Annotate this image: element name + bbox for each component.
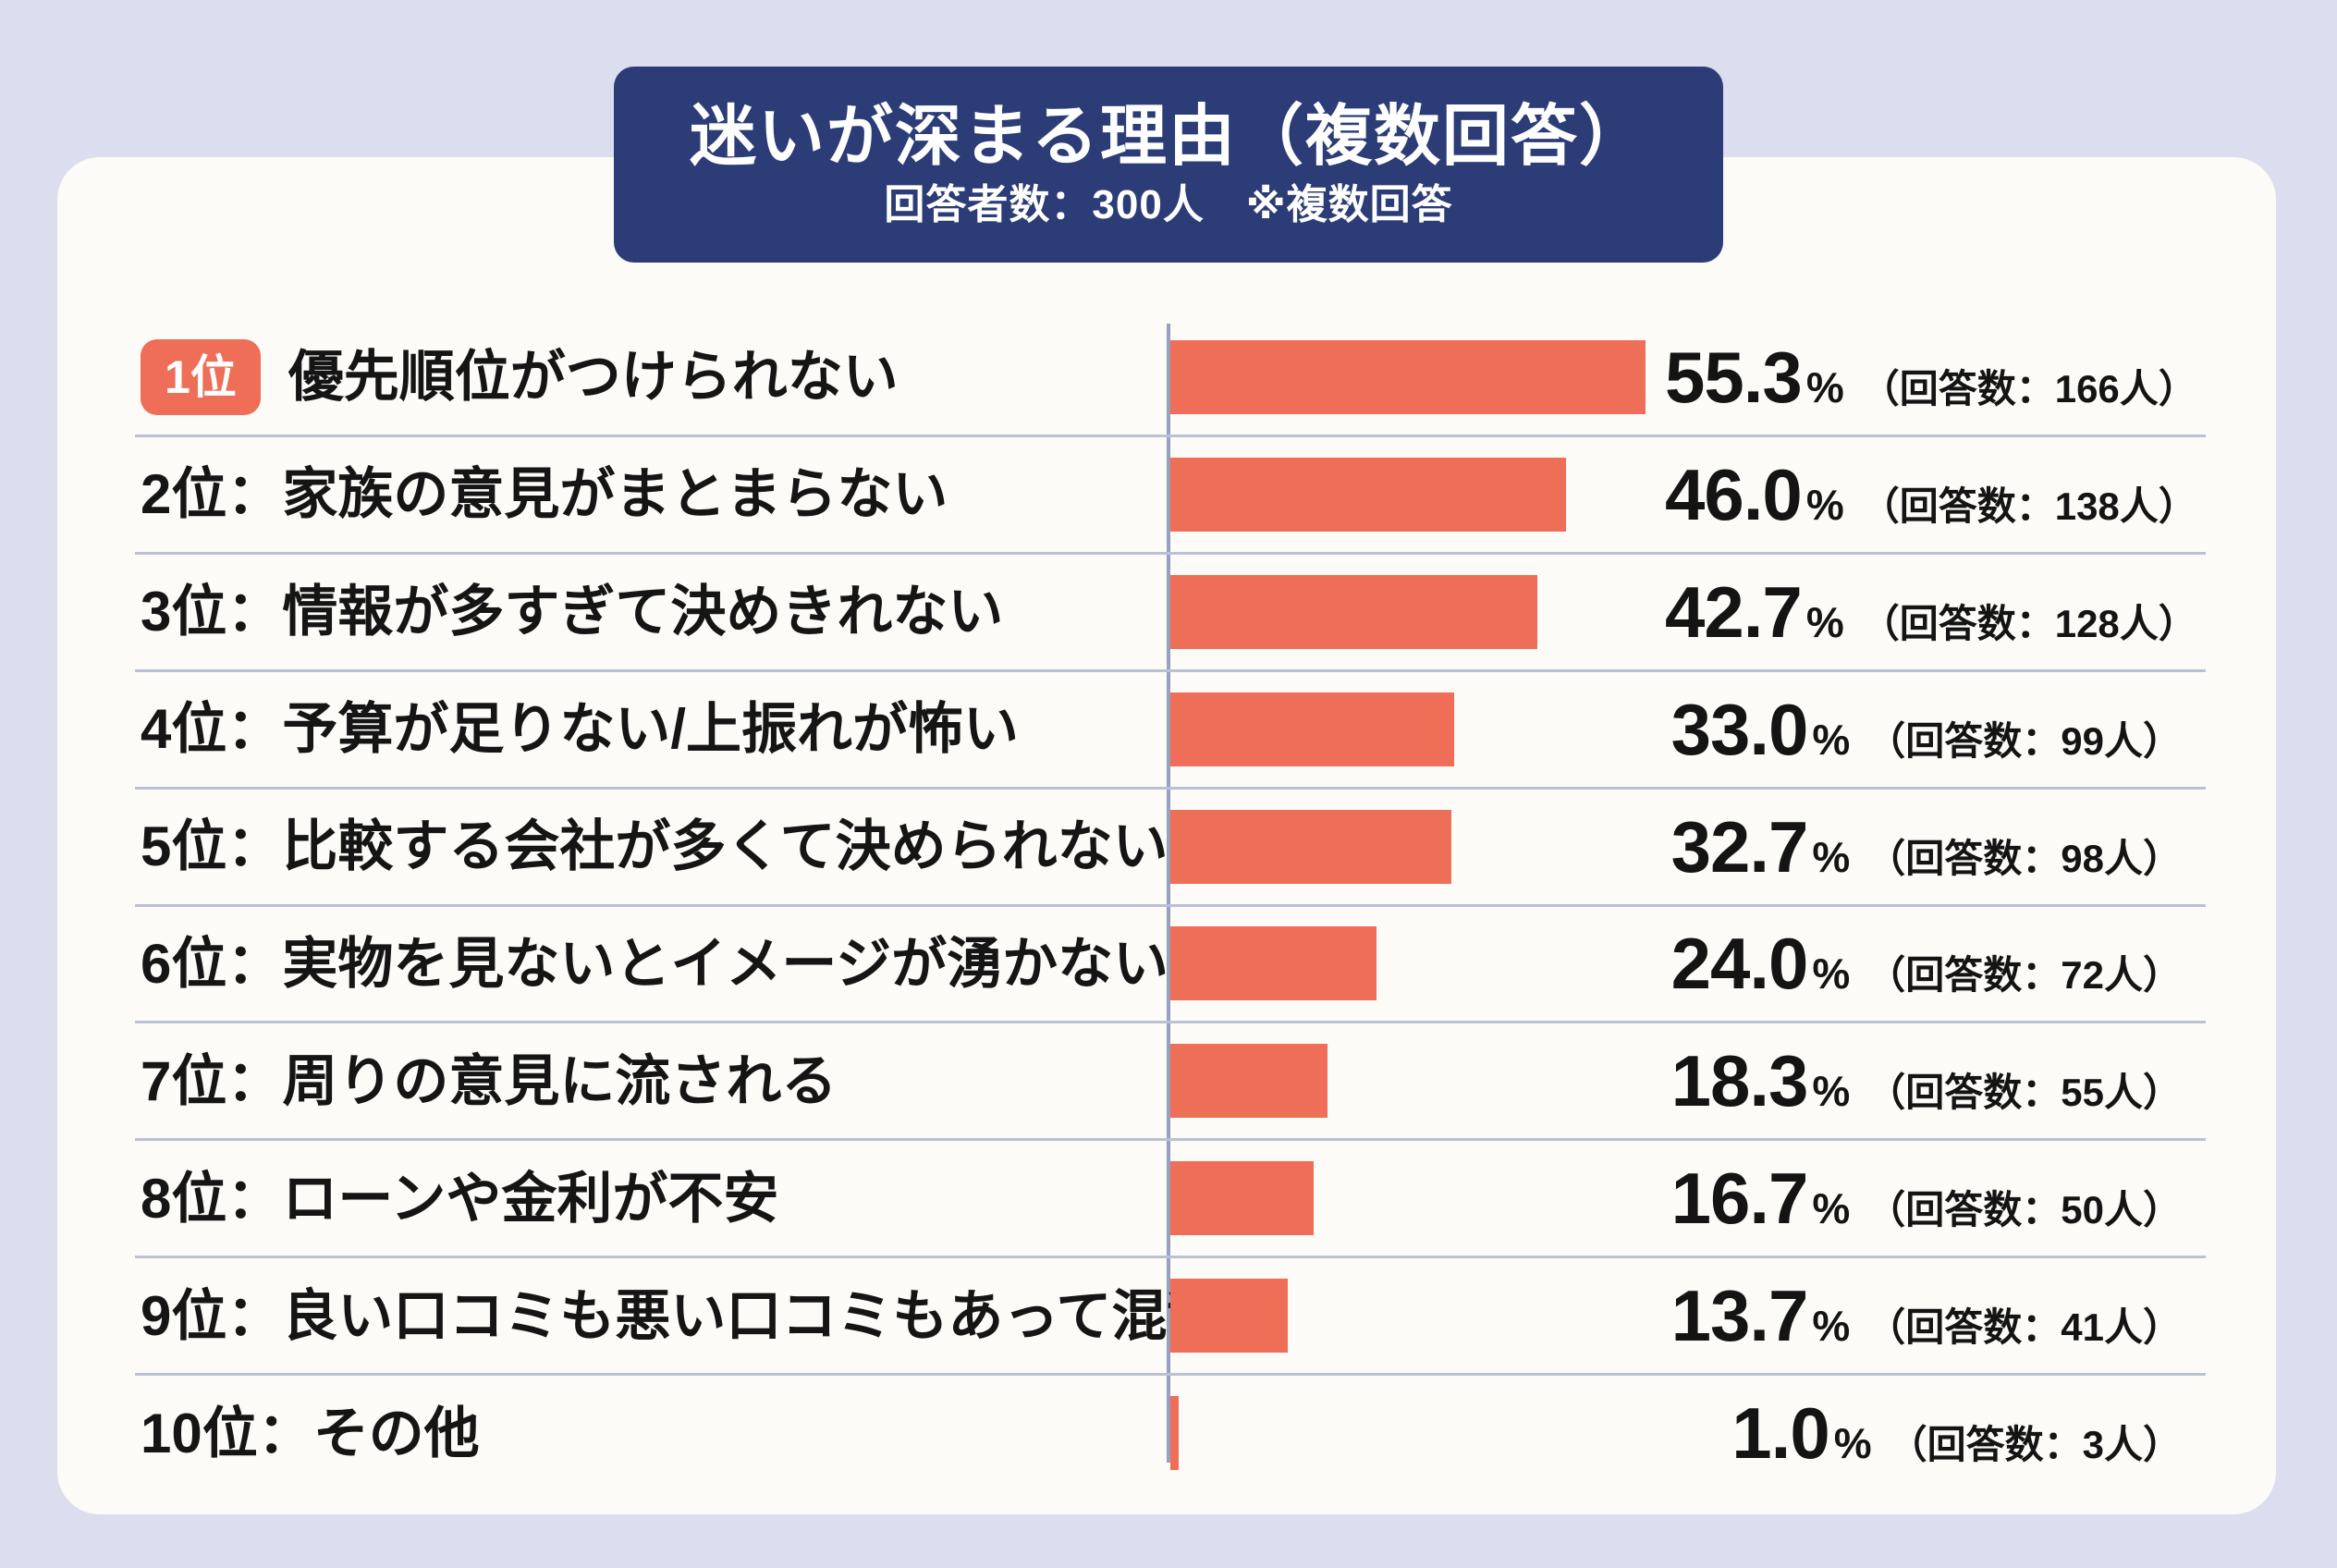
count-label: （回答数：41人） [1866, 1305, 2182, 1350]
bar [1170, 809, 1452, 884]
count-label: （回答数：128人） [1860, 601, 2197, 645]
row-value: 13.7% （回答数：41人） [1665, 1280, 2206, 1352]
bar [1170, 1279, 1289, 1354]
row-label: 10位：その他 [135, 1402, 1170, 1465]
percent-value: 13.7 [1670, 1275, 1809, 1357]
row-value: 32.7% （回答数：98人） [1665, 811, 2206, 883]
count-label: （回答数：50人） [1866, 1188, 2182, 1232]
percent-symbol: % [1805, 362, 1844, 411]
row-label: 1位 優先順位がつけられない [135, 338, 1170, 415]
row-label: 4位：予算が足りない/上振れが怖い [135, 697, 1170, 761]
percent-symbol: % [1812, 949, 1851, 998]
chart-row: 2位：家族の意見がまとまらない 46.0% （回答数：138人） [135, 437, 2206, 555]
row-label: 6位：実物を見ないとイメージが湧かない [135, 932, 1170, 996]
bar-track [1170, 1396, 1665, 1471]
percent-symbol: % [1812, 1184, 1851, 1233]
row-reason-text: 5位：比較する会社が多くて決められない [141, 815, 1168, 878]
bar-track [1170, 1279, 1665, 1354]
count-label: （回答数：99人） [1866, 718, 2182, 763]
count-label: （回答数：72人） [1866, 953, 2182, 998]
count-label: （回答数：138人） [1860, 484, 2197, 528]
bar-track [1170, 692, 1665, 766]
bar-track [1170, 1161, 1665, 1236]
row-label: 9位：良い口コミも悪い口コミもあって混乱する [135, 1284, 1170, 1348]
percent-value: 18.3 [1670, 1040, 1809, 1122]
bar [1170, 1396, 1180, 1471]
percent-symbol: % [1805, 480, 1844, 529]
row-label: 3位：情報が多すぎて決めきれない [135, 580, 1170, 643]
row-reason-text: 6位：実物を見ないとイメージが湧かない [141, 932, 1169, 995]
bar [1170, 574, 1538, 649]
row-value: 24.0% （回答数：72人） [1665, 927, 2206, 999]
bar [1170, 1161, 1315, 1236]
count-label: （回答数：166人） [1860, 366, 2197, 410]
row-reason-text: 9位：良い口コミも悪い口コミもあって混乱する [141, 1284, 1170, 1347]
bar-track [1170, 339, 1665, 414]
bar-chart: 1位 優先順位がつけられない 55.3% （回答数：166人） 2位：家族の意見が… [135, 320, 2206, 1490]
count-label: （回答数：98人） [1866, 836, 2182, 880]
percent-value: 1.0 [1731, 1392, 1829, 1475]
bar [1170, 1044, 1328, 1119]
percent-value: 16.7 [1670, 1158, 1809, 1240]
percent-symbol: % [1812, 832, 1851, 881]
row-value: 55.3% （回答数：166人） [1665, 341, 2221, 413]
percent-symbol: % [1812, 1302, 1851, 1351]
chart-row: 5位：比較する会社が多くて決められない 32.7% （回答数：98人） [135, 790, 2206, 907]
bar-track [1170, 926, 1665, 1001]
chart-row: 3位：情報が多すぎて決めきれない 42.7% （回答数：128人） [135, 555, 2206, 672]
chart-row: 1位 優先順位がつけられない 55.3% （回答数：166人） [135, 320, 2206, 437]
bar-track [1170, 809, 1665, 884]
chart-subtitle: 回答者数：300人 ※複数回答 [884, 182, 1453, 227]
bar-track [1170, 574, 1665, 649]
percent-symbol: % [1812, 715, 1851, 764]
row-reason-text: 優先順位がつけられない [288, 346, 899, 409]
row-reason-text: 4位：予算が足りない/上振れが怖い [141, 698, 1020, 761]
row-reason-text: 7位：周りの意見に流される [141, 1049, 838, 1112]
bar-track [1170, 1044, 1665, 1119]
row-value: 1.0% （回答数：3人） [1665, 1397, 2206, 1469]
chart-row: 9位：良い口コミも悪い口コミもあって混乱する 13.7% （回答数：41人） [135, 1258, 2206, 1377]
percent-value: 32.7 [1670, 805, 1809, 888]
count-label: （回答数：3人） [1888, 1423, 2182, 1467]
row-value: 18.3% （回答数：55人） [1665, 1045, 2206, 1117]
row-label: 7位：周りの意見に流される [135, 1049, 1170, 1113]
chart-title: 迷いが深まる理由（複数回答） [689, 100, 1647, 174]
row-reason-text: 10位：その他 [141, 1402, 480, 1464]
percent-symbol: % [1812, 1067, 1851, 1116]
chart-row: 10位：その他 1.0% （回答数：3人） [135, 1376, 2206, 1490]
bar [1170, 457, 1566, 532]
row-reason-text: 2位：家族の意見がまとまらない [141, 463, 948, 526]
row-reason-text: 3位：情報が多すぎて決めきれない [141, 581, 1004, 643]
row-value: 42.7% （回答数：128人） [1665, 576, 2221, 648]
rank-badge: 1位 [141, 338, 261, 415]
row-label: 5位：比較する会社が多くて決められない [135, 815, 1170, 878]
percent-symbol: % [1833, 1419, 1872, 1468]
percent-value: 24.0 [1670, 923, 1809, 1005]
row-value: 33.0% （回答数：99人） [1665, 693, 2206, 766]
row-value: 46.0% （回答数：138人） [1665, 459, 2221, 531]
bar [1170, 339, 1646, 414]
chart-card: 1位 優先順位がつけられない 55.3% （回答数：166人） 2位：家族の意見が… [57, 157, 2276, 1514]
bar-track [1170, 457, 1665, 532]
percent-value: 42.7 [1665, 570, 1803, 653]
chart-row: 6位：実物を見ないとイメージが湧かない 24.0% （回答数：72人） [135, 907, 2206, 1024]
row-label: 2位：家族の意見がまとまらない [135, 462, 1170, 526]
row-value: 16.7% （回答数：50人） [1665, 1162, 2206, 1234]
percent-value: 33.0 [1670, 688, 1809, 770]
count-label: （回答数：55人） [1866, 1071, 2182, 1115]
chart-row: 7位：周りの意見に流される 18.3% （回答数：55人） [135, 1023, 2206, 1142]
chart-row: 4位：予算が足りない/上振れが怖い 33.0% （回答数：99人） [135, 672, 2206, 790]
chart-row: 8位：ローンや金利が不安 16.7% （回答数：50人） [135, 1141, 2206, 1259]
title-banner: 迷いが深まる理由（複数回答） 回答者数：300人 ※複数回答 [614, 67, 1723, 263]
percent-value: 46.0 [1665, 453, 1803, 535]
row-label: 8位：ローンや金利が不安 [135, 1167, 1170, 1231]
percent-value: 55.3 [1665, 336, 1803, 418]
row-reason-text: 8位：ローンや金利が不安 [141, 1167, 779, 1230]
bar [1170, 692, 1454, 766]
axis-line [1167, 324, 1170, 1463]
bar [1170, 926, 1377, 1001]
percent-symbol: % [1805, 597, 1844, 646]
